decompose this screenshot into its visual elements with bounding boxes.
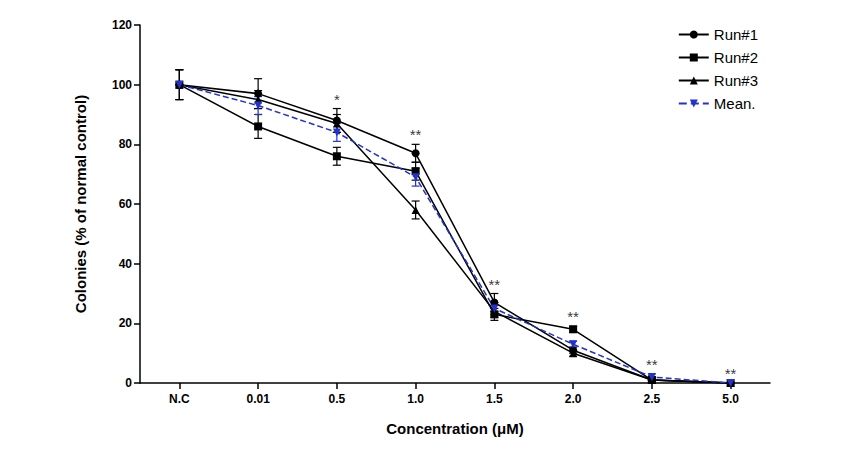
svg-text:120: 120 [112, 18, 132, 32]
svg-text:Mean.: Mean. [714, 95, 756, 112]
svg-text:0: 0 [125, 376, 132, 390]
svg-text:Concentration (μM): Concentration (μM) [386, 420, 524, 437]
svg-text:**: ** [725, 365, 737, 382]
svg-text:2.5: 2.5 [644, 392, 661, 406]
svg-text:100: 100 [112, 78, 132, 92]
svg-text:Run#2: Run#2 [714, 49, 758, 66]
svg-text:20: 20 [119, 316, 133, 330]
svg-text:80: 80 [119, 137, 133, 151]
svg-text:Colonies (% of normal control): Colonies (% of normal control) [72, 95, 89, 313]
svg-text:N.C: N.C [169, 392, 190, 406]
svg-text:Run#1: Run#1 [714, 26, 758, 43]
svg-text:5.0: 5.0 [722, 392, 739, 406]
svg-text:2.0: 2.0 [565, 392, 582, 406]
svg-text:1.0: 1.0 [407, 392, 424, 406]
svg-text:**: ** [646, 356, 658, 373]
svg-text:Run#3: Run#3 [714, 72, 758, 89]
svg-text:1.5: 1.5 [486, 392, 503, 406]
svg-text:*: * [334, 91, 340, 108]
svg-text:0.5: 0.5 [329, 392, 346, 406]
svg-text:40: 40 [119, 257, 133, 271]
svg-text:0.01: 0.01 [246, 392, 270, 406]
svg-text:**: ** [567, 308, 579, 325]
svg-text:**: ** [410, 126, 422, 143]
svg-text:60: 60 [119, 197, 133, 211]
svg-text:**: ** [489, 276, 501, 293]
